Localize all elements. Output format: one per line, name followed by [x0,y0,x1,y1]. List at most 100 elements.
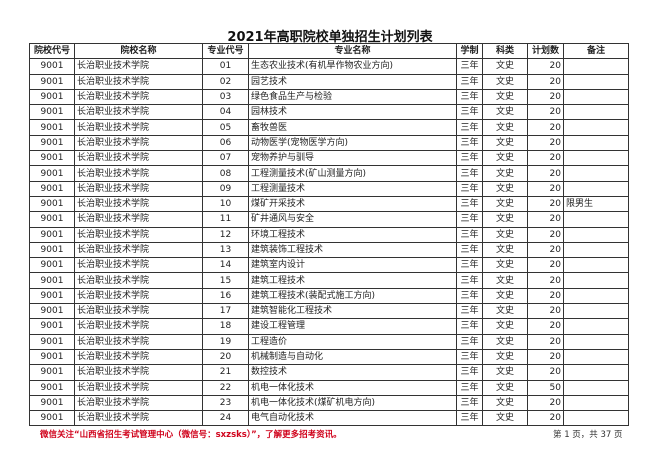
cell-duration: 三年 [456,195,483,213]
cell-remarks [563,226,629,243]
cell-school-name: 长治职业技术学院 [74,364,203,381]
header-plan-count: 计划数 [527,42,564,60]
cell-duration: 三年 [456,348,483,366]
cell-category: 文史 [482,394,528,412]
cell-plan-count: 20 [527,287,564,305]
cell-school-code: 9001 [29,348,75,366]
table-row: 9001 长治职业技术学院 23 机电一体化技术(煤矿机电方向) 三年 文史 20 [29,394,629,412]
cell-school-code: 9001 [29,257,75,274]
cell-duration: 三年 [456,150,483,167]
cell-remarks [563,272,629,289]
cell-school-name: 长治职业技术学院 [74,257,203,274]
cell-remarks [563,134,629,152]
cell-category: 文史 [482,165,528,182]
cell-plan-count: 20 [527,303,564,320]
cell-category: 文史 [482,119,528,136]
cell-school-name: 长治职业技术学院 [74,58,203,75]
cell-major-code: 21 [202,364,249,381]
cell-major-code: 18 [202,318,249,335]
cell-duration: 三年 [456,211,483,228]
cell-school-name: 长治职业技术学院 [74,241,203,259]
cell-plan-count: 20 [527,211,564,228]
cell-school-name: 长治职业技术学院 [74,303,203,320]
cell-major-name: 园艺技术 [248,73,457,90]
cell-duration: 三年 [456,303,483,320]
cell-category: 文史 [482,272,528,289]
cell-school-name: 长治职业技术学院 [74,180,203,197]
cell-major-name: 建筑工程技术 [248,272,457,289]
cell-duration: 三年 [456,333,483,350]
table-row: 9001 长治职业技术学院 11 矿井通风与安全 三年 文史 20 [29,211,629,228]
cell-remarks [563,394,629,412]
cell-remarks [563,119,629,136]
cell-school-name: 长治职业技术学院 [74,119,203,136]
header-major-name: 专业名称 [248,42,457,60]
cell-school-name: 长治职业技术学院 [74,150,203,167]
cell-major-code: 06 [202,134,249,152]
cell-school-name: 长治职业技术学院 [74,195,203,213]
cell-remarks [563,364,629,381]
cell-category: 文史 [482,287,528,305]
table-row: 9001 长治职业技术学院 14 建筑室内设计 三年 文史 20 [29,257,629,274]
table-header-row: 院校代号 院校名称 专业代号 专业名称 学制 科类 计划数 备注 [29,42,629,60]
cell-school-name: 长治职业技术学院 [74,287,203,305]
cell-school-code: 9001 [29,88,75,106]
cell-duration: 三年 [456,318,483,335]
cell-plan-count: 50 [527,379,564,396]
cell-category: 文史 [482,104,528,121]
cell-duration: 三年 [456,364,483,381]
table-row: 9001 长治职业技术学院 04 园林技术 三年 文史 20 [29,104,629,121]
cell-duration: 三年 [456,165,483,182]
cell-major-code: 11 [202,211,249,228]
cell-major-name: 建筑装饰工程技术 [248,241,457,259]
table-row: 9001 长治职业技术学院 06 动物医学(宠物医学方向) 三年 文史 20 [29,134,629,152]
table-row: 9001 长治职业技术学院 03 绿色食品生产与检验 三年 文史 20 [29,88,629,106]
cell-major-code: 02 [202,73,249,90]
cell-category: 文史 [482,364,528,381]
cell-plan-count: 20 [527,150,564,167]
cell-school-name: 长治职业技术学院 [74,379,203,396]
cell-major-code: 03 [202,88,249,106]
cell-duration: 三年 [456,379,483,396]
cell-school-code: 9001 [29,379,75,396]
cell-major-name: 宠物养护与驯导 [248,150,457,167]
cell-major-name: 园林技术 [248,104,457,121]
table-row: 9001 长治职业技术学院 17 建筑智能化工程技术 三年 文史 20 [29,303,629,320]
cell-remarks [563,257,629,274]
cell-major-name: 机械制造与自动化 [248,348,457,366]
cell-major-name: 环境工程技术 [248,226,457,243]
cell-category: 文史 [482,257,528,274]
cell-remarks [563,150,629,167]
table-row: 9001 长治职业技术学院 15 建筑工程技术 三年 文史 20 [29,272,629,289]
cell-school-code: 9001 [29,226,75,243]
table-row: 9001 长治职业技术学院 07 宠物养护与驯导 三年 文史 20 [29,150,629,167]
cell-plan-count: 20 [527,88,564,106]
cell-major-name: 工程测量技术 [248,180,457,197]
cell-major-code: 17 [202,303,249,320]
table-row: 9001 长治职业技术学院 19 工程造价 三年 文史 20 [29,333,629,350]
cell-remarks [563,410,629,427]
cell-remarks [563,348,629,366]
cell-major-code: 14 [202,257,249,274]
header-remarks: 备注 [563,42,629,60]
cell-major-code: 19 [202,333,249,350]
cell-category: 文史 [482,303,528,320]
cell-category: 文史 [482,88,528,106]
cell-plan-count: 20 [527,73,564,90]
cell-school-code: 9001 [29,410,75,427]
cell-remarks [563,211,629,228]
cell-major-name: 矿井通风与安全 [248,211,457,228]
cell-duration: 三年 [456,410,483,427]
table-row: 9001 长治职业技术学院 12 环境工程技术 三年 文史 20 [29,226,629,243]
table-row: 9001 长治职业技术学院 01 生态农业技术(有机旱作物农业方向) 三年 文史 20 [29,58,629,75]
cell-plan-count: 20 [527,364,564,381]
enrollment-plan-table: 院校代号 院校名称 专业代号 专业名称 学制 科类 计划数 备注 9001 长治职业技术学院 01… [29,42,629,427]
cell-duration: 三年 [456,134,483,152]
cell-major-name: 动物医学(宠物医学方向) [248,134,457,152]
table-row: 9001 长治职业技术学院 18 建设工程管理 三年 文史 20 [29,318,629,335]
cell-plan-count: 20 [527,180,564,197]
cell-school-code: 9001 [29,211,75,228]
cell-major-name: 电气自动化技术 [248,410,457,427]
cell-category: 文史 [482,379,528,396]
cell-duration: 三年 [456,180,483,197]
